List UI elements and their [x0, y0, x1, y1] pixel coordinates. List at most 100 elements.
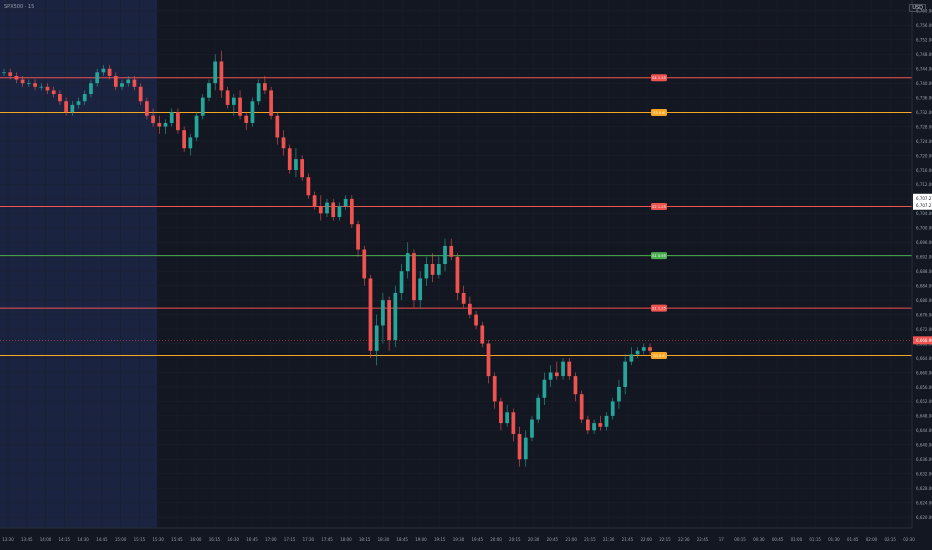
candle-body — [238, 97, 242, 116]
candle-body — [331, 202, 336, 217]
time-tick-label: 20:30 — [528, 537, 540, 542]
time-tick-label: 21:45 — [622, 537, 634, 542]
candle-body — [300, 159, 305, 178]
level-badge — [651, 108, 667, 116]
time-tick-label: 17:00 — [265, 537, 277, 542]
price-tick-label: 6,640.00 — [916, 443, 932, 448]
candle-body — [294, 159, 298, 170]
time-tick-label: 16:00 — [190, 537, 202, 542]
time-tick-label: 19:30 — [453, 537, 465, 542]
candle-body — [517, 433, 522, 460]
price-tick-label: 6,648.00 — [916, 414, 932, 419]
candle-body — [536, 397, 541, 420]
candle-body — [2, 72, 6, 74]
candle-body — [511, 412, 516, 434]
time-tick-label: 18:15 — [359, 537, 371, 542]
candle-body — [207, 83, 211, 98]
time-axis[interactable]: 13:30 13:45 14:00 14:15 14:30 14:45 15:00 15:15… — [2, 537, 915, 542]
symbol-label[interactable]: SPX500 · 15 — [4, 4, 35, 10]
level-badge — [651, 74, 667, 82]
candle-body — [275, 115, 280, 138]
candle-body — [14, 75, 19, 80]
price-tick-label: 6,656.00 — [916, 385, 932, 390]
price-axis[interactable]: 6,760.006,756.006,752.006,748.006,744.00… — [916, 9, 932, 520]
price-tick-label: 6,744.00 — [916, 67, 932, 72]
time-tick-label: 13:30 — [2, 537, 14, 542]
candle-body — [356, 224, 360, 250]
candle-body — [169, 112, 174, 123]
candle-body — [554, 372, 559, 377]
candle-body — [163, 122, 168, 127]
candle-body — [405, 253, 410, 272]
candle-body — [82, 94, 87, 102]
level-badge — [651, 351, 667, 359]
price-tick-label: 6,700.00 — [916, 226, 932, 231]
price-tick-label: 6,636.00 — [916, 457, 932, 462]
candle-body — [132, 79, 137, 87]
candle-body — [39, 86, 44, 88]
time-tick-label: 18:30 — [378, 537, 390, 542]
candle-body — [424, 264, 429, 279]
candle-body — [374, 325, 379, 351]
candle-body — [474, 314, 478, 326]
time-tick-label: 22:00 — [640, 537, 652, 542]
candle-body — [58, 94, 62, 102]
candle-body — [436, 264, 441, 275]
candle-body — [325, 202, 329, 214]
candle-body — [604, 415, 609, 427]
price-tick-label: 6,740.00 — [916, 81, 932, 86]
time-tick-label: 19:45 — [472, 537, 484, 542]
candle-body — [113, 75, 118, 87]
level-badge — [651, 304, 667, 312]
candle-body — [269, 90, 273, 116]
time-tick-label: 21:30 — [603, 537, 615, 542]
candle-body — [592, 423, 596, 431]
level-badge-label: S2 1.25 — [652, 205, 666, 209]
candle-body — [219, 61, 224, 91]
candle-body — [225, 90, 230, 105]
grid — [0, 0, 912, 528]
time-tick-label: 02:00 — [866, 537, 878, 542]
currency-button[interactable]: USD — [909, 4, 926, 12]
candle-body — [492, 376, 497, 402]
candle-body — [430, 264, 435, 275]
candle-body — [362, 249, 367, 279]
candle-body — [138, 86, 143, 102]
candle-body — [256, 83, 261, 102]
candle-body — [505, 412, 509, 424]
candle-body — [200, 97, 205, 116]
level-badge-label: S1 0.95 — [652, 254, 666, 258]
time-tick-label: 14:00 — [40, 537, 52, 542]
candle-body — [455, 256, 460, 293]
candle-body — [263, 83, 267, 91]
candle-body — [486, 343, 491, 377]
candle-body — [107, 68, 112, 76]
candle-body — [480, 325, 485, 344]
candle-body — [145, 101, 149, 116]
price-tick-label: 6,696.00 — [916, 240, 932, 245]
time-tick-label: 15:45 — [171, 537, 183, 542]
time-tick-label: 01:45 — [847, 537, 859, 542]
candle-body — [51, 90, 56, 95]
candle-body — [629, 354, 634, 362]
time-tick-label: 15:30 — [152, 537, 164, 542]
time-tick-label: 17:45 — [321, 537, 333, 542]
price-tags: 6,707.21 6,707.21 6,668.90 — [0, 193, 932, 345]
candle-body — [95, 72, 100, 84]
price-tick-label: 6,736.00 — [916, 95, 932, 100]
candle-body — [530, 419, 534, 438]
price-tick-label: 6,724.00 — [916, 139, 932, 144]
time-tick-label: 20:00 — [490, 537, 502, 542]
candle-body — [499, 401, 503, 424]
level-badge-label: S3 0.6 — [653, 111, 665, 115]
time-tick-label: 14:30 — [77, 537, 89, 542]
candle-body — [610, 401, 615, 416]
time-tick-label: 15:15 — [134, 537, 146, 542]
time-tick-label: 02:30 — [903, 537, 915, 542]
price-tick-label: 6,728.00 — [916, 124, 932, 129]
candle-body — [287, 148, 292, 170]
candle-body — [468, 303, 472, 315]
candle-body — [70, 104, 75, 113]
time-tick-label: 01:15 — [809, 537, 821, 542]
